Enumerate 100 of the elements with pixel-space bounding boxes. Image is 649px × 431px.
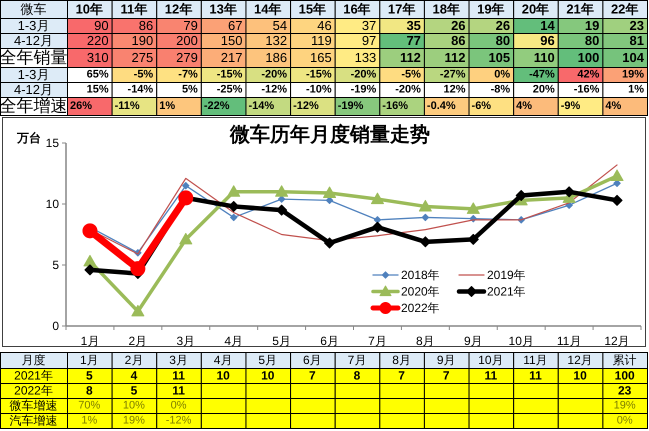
x-tick-label: 12年	[164, 2, 192, 16]
data-label: 23	[630, 18, 644, 33]
x-tick-label: 累计	[612, 353, 637, 367]
point	[370, 192, 384, 204]
data-label: 7	[398, 368, 406, 382]
data-label: 20%	[532, 84, 555, 96]
data-label: 8	[86, 384, 93, 398]
x-tick-label: 8月	[392, 353, 411, 367]
data-label: 19	[584, 18, 600, 33]
data-label: -12%	[166, 414, 192, 426]
data-label: 105	[488, 50, 510, 65]
x-tick-label: 12月	[567, 353, 593, 367]
data-label: 190	[132, 33, 154, 48]
chart-title: 月度	[22, 353, 46, 367]
data-label: 1%	[628, 84, 644, 96]
x-tick-label: 20年	[522, 2, 550, 16]
point	[84, 264, 96, 276]
data-label: 5	[86, 368, 93, 382]
data-label: 90	[94, 18, 109, 33]
data-label: 11	[172, 384, 186, 398]
data-label: 11	[172, 368, 186, 382]
legend-label: 2021年	[487, 284, 526, 298]
data-label: 37	[362, 18, 376, 33]
y-tick-label: 1-3月	[18, 18, 50, 33]
y-tick-label: 4-12月	[14, 82, 54, 97]
data-label: -12%	[293, 100, 319, 112]
data-label: 10%	[122, 400, 146, 412]
data-label: 14	[540, 18, 556, 33]
x-tick-label: 17年	[388, 2, 416, 16]
y-tick-label: 微车增速	[10, 398, 58, 412]
data-label: 0%	[494, 68, 510, 80]
data-label: 11	[484, 368, 498, 382]
data-label: 26	[496, 18, 510, 33]
data-label: 217	[220, 50, 242, 65]
data-label: -5%	[401, 68, 422, 80]
data-label: 110	[534, 50, 555, 65]
data-label: 79	[183, 18, 198, 33]
data-label: 186	[265, 50, 288, 65]
data-label: -20%	[350, 68, 377, 80]
point	[182, 182, 190, 190]
data-label: -14%	[248, 100, 274, 112]
data-label: 150	[220, 33, 242, 48]
y-tick-label: 2022年	[14, 384, 53, 398]
data-label: 11	[529, 368, 542, 382]
point	[130, 261, 146, 276]
data-label: 19%	[622, 68, 644, 80]
legend-label: 2019年	[487, 268, 526, 282]
y-tick-label: 4-12月	[14, 33, 54, 48]
data-label: -47%	[529, 68, 555, 80]
x-tick-label: 1月	[80, 353, 99, 367]
x-tick-label: 7月	[368, 334, 387, 348]
data-label: 42%	[577, 68, 600, 80]
data-label: 19%	[614, 400, 636, 412]
data-label: -10%	[306, 84, 332, 96]
data-label: -19%	[350, 84, 377, 96]
data-label: 200	[176, 33, 198, 48]
point	[516, 190, 527, 201]
x-tick-label: 16年	[343, 2, 371, 16]
x-tick-label: 4月	[224, 334, 244, 348]
x-tick-label: 12月	[604, 334, 630, 348]
x-tick-label: 10月	[478, 353, 504, 367]
y-tick-label: 2021年	[14, 368, 53, 382]
x-tick-label: 5月	[272, 334, 291, 348]
x-tick-label: 9月	[436, 353, 456, 367]
point	[612, 194, 623, 206]
data-label: 1%	[159, 100, 176, 112]
data-label: -8%	[490, 84, 510, 96]
data-label: 15%	[86, 84, 109, 96]
data-label: 100	[614, 368, 636, 382]
y-tick-label: 5	[52, 258, 60, 272]
data-label: 7	[309, 368, 316, 382]
legend-label: 2018年	[401, 268, 440, 282]
y-axis-title: 万台	[16, 131, 41, 145]
x-tick-label: 19年	[477, 2, 505, 16]
data-label: -12%	[261, 84, 288, 96]
data-label: -20%	[261, 68, 288, 80]
data-label: 77	[406, 33, 421, 48]
data-label: 279	[176, 50, 198, 65]
point	[324, 238, 336, 249]
point	[422, 214, 430, 222]
data-label: 97	[362, 33, 376, 48]
data-label: 5%	[182, 84, 198, 96]
x-tick-label: 22年	[610, 2, 638, 16]
data-label: 165	[310, 50, 332, 65]
point	[374, 216, 382, 224]
data-label: 1%	[81, 414, 98, 426]
data-label: -25%	[216, 84, 243, 96]
data-label: -14%	[128, 84, 154, 96]
data-label: -11%	[114, 100, 140, 112]
data-label: 0%	[170, 400, 187, 412]
x-tick-label: 15年	[298, 2, 326, 16]
data-label: 67	[228, 18, 242, 33]
point	[323, 186, 336, 198]
data-label: -16%	[382, 100, 408, 112]
data-label: 10	[261, 368, 275, 382]
point	[227, 185, 240, 197]
data-label: 4%	[605, 100, 622, 112]
data-label: 23	[618, 384, 632, 398]
x-tick-label: 11年	[120, 2, 148, 16]
x-tick-label: 3月	[169, 353, 188, 367]
